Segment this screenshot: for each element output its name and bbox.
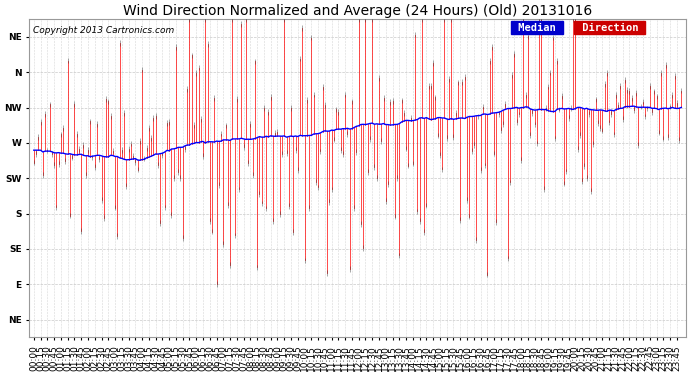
Text: Direction: Direction <box>575 22 644 33</box>
Text: Median: Median <box>512 22 562 33</box>
Text: Copyright 2013 Cartronics.com: Copyright 2013 Cartronics.com <box>32 26 174 35</box>
Title: Wind Direction Normalized and Average (24 Hours) (Old) 20131016: Wind Direction Normalized and Average (2… <box>123 4 592 18</box>
